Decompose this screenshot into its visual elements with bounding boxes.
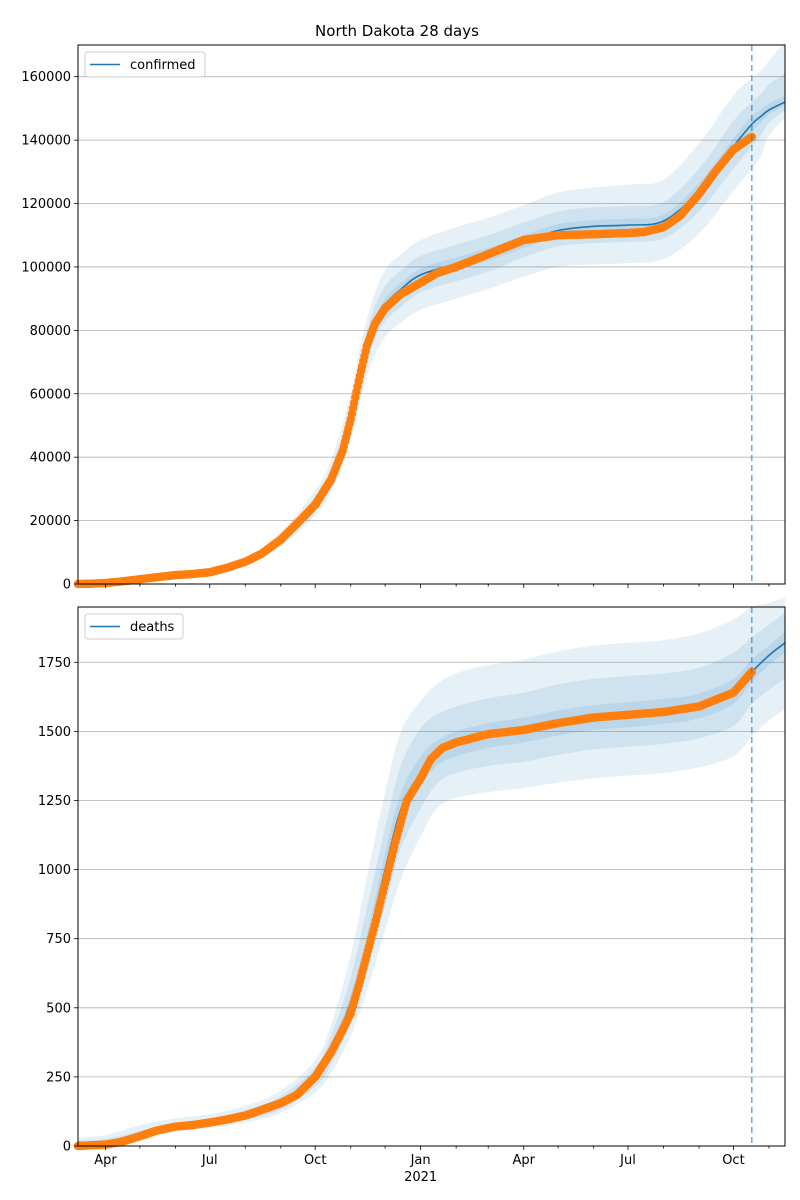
y-tick-label: 750	[46, 932, 71, 947]
deaths-observed-points	[73, 667, 756, 1151]
confirmed-gridlines	[78, 76, 785, 585]
credible-band	[78, 41, 785, 584]
y-tick-label: 1500	[38, 725, 71, 740]
y-tick-label: 1750	[38, 656, 71, 671]
x-tick-label: Jul	[201, 1153, 218, 1168]
y-tick-label: 250	[46, 1070, 71, 1085]
x-tick-label: Apr	[94, 1153, 117, 1168]
legend-box	[84, 613, 184, 640]
y-tick-label: 120000	[21, 197, 71, 212]
y-tick-label: 80000	[30, 324, 71, 339]
confirmed-x-ticks	[105, 584, 770, 588]
y-tick-label: 100000	[21, 260, 71, 275]
legend-label-deaths: deaths	[130, 620, 175, 635]
chart-title: North Dakota 28 days	[315, 22, 479, 40]
deaths-panel: 0 250 500 750 1000 1250 1500 1750 Apr Jul Oct Jan 2…	[38, 597, 786, 1185]
x-tick-label: Oct	[722, 1153, 744, 1168]
x-tick-label: Oct	[304, 1153, 326, 1168]
x-year-label: 2021	[404, 1170, 437, 1185]
confirmed-legend: confirmed	[84, 51, 206, 78]
deaths-y-axis: 0 250 500 750 1000 1250 1500 1750	[38, 656, 78, 1155]
x-tick-label: Jul	[619, 1153, 636, 1168]
y-tick-label: 60000	[30, 387, 71, 402]
x-tick-label: Jan	[410, 1153, 431, 1168]
deaths-plot-frame	[77, 606, 786, 1147]
confirmed-observed-points	[73, 132, 756, 589]
y-tick-label: 1250	[38, 794, 71, 809]
legend-label-confirmed: confirmed	[130, 58, 196, 73]
credible-band	[78, 73, 785, 584]
x-tick-label: Apr	[512, 1153, 535, 1168]
y-tick-label: 1000	[38, 863, 71, 878]
y-tick-label: 20000	[30, 514, 71, 529]
credible-band	[78, 612, 785, 1147]
legend-box	[84, 51, 206, 78]
deaths-x-axis: Apr Jul Oct Jan 2021 Apr Jul Oct	[94, 1146, 770, 1185]
y-tick-label: 140000	[21, 134, 71, 149]
confirmed-bands	[78, 41, 785, 584]
confirmed-y-axis: 0 20000 40000 60000 80000 100000 120000 140000 1…	[21, 70, 78, 593]
deaths-legend: deaths	[84, 613, 184, 640]
confirmed-panel: 0 20000 40000 60000 80000 100000 120000 140000 1…	[21, 41, 786, 593]
y-tick-label: 500	[46, 1001, 71, 1016]
credible-band	[78, 597, 785, 1147]
y-tick-label: 160000	[21, 70, 71, 85]
y-tick-label: 0	[63, 578, 71, 593]
confirmed-plot-frame	[77, 44, 786, 585]
deaths-bands	[78, 597, 785, 1147]
y-tick-label: 0	[63, 1140, 71, 1155]
y-tick-label: 40000	[30, 451, 71, 466]
